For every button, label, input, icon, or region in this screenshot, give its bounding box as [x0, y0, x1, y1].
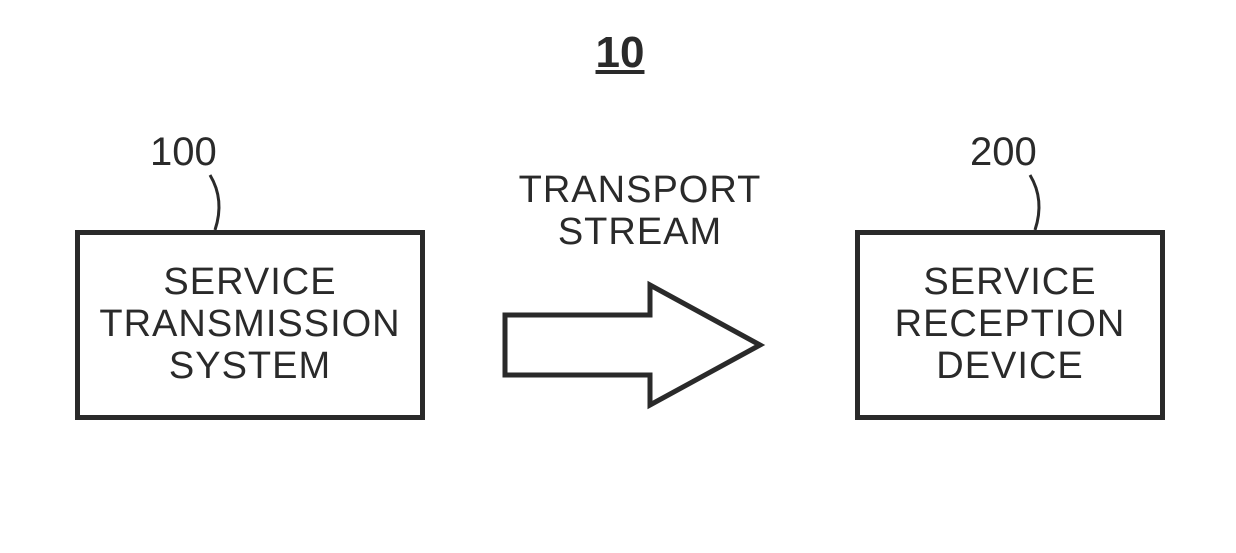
left-lead-path: [210, 175, 219, 230]
arrow-shape-container: [500, 280, 770, 410]
left-ref-number: 100: [150, 130, 217, 175]
arrow-svg: [500, 280, 770, 410]
service-reception-device-box: SERVICE RECEPTION DEVICE: [855, 230, 1165, 420]
diagram-canvas: 10 100 SERVICE TRANSMISSION SYSTEM TRANS…: [0, 0, 1236, 553]
service-transmission-system-box: SERVICE TRANSMISSION SYSTEM: [75, 230, 425, 420]
right-lead-path: [1030, 175, 1039, 230]
arrow-path: [505, 285, 760, 405]
figure-number: 10: [590, 28, 650, 78]
right-ref-number: 200: [970, 130, 1037, 175]
arrow-label: TRANSPORT STREAM: [500, 170, 780, 254]
service-transmission-system-label: SERVICE TRANSMISSION SYSTEM: [99, 262, 400, 387]
service-reception-device-label: SERVICE RECEPTION DEVICE: [895, 262, 1126, 387]
